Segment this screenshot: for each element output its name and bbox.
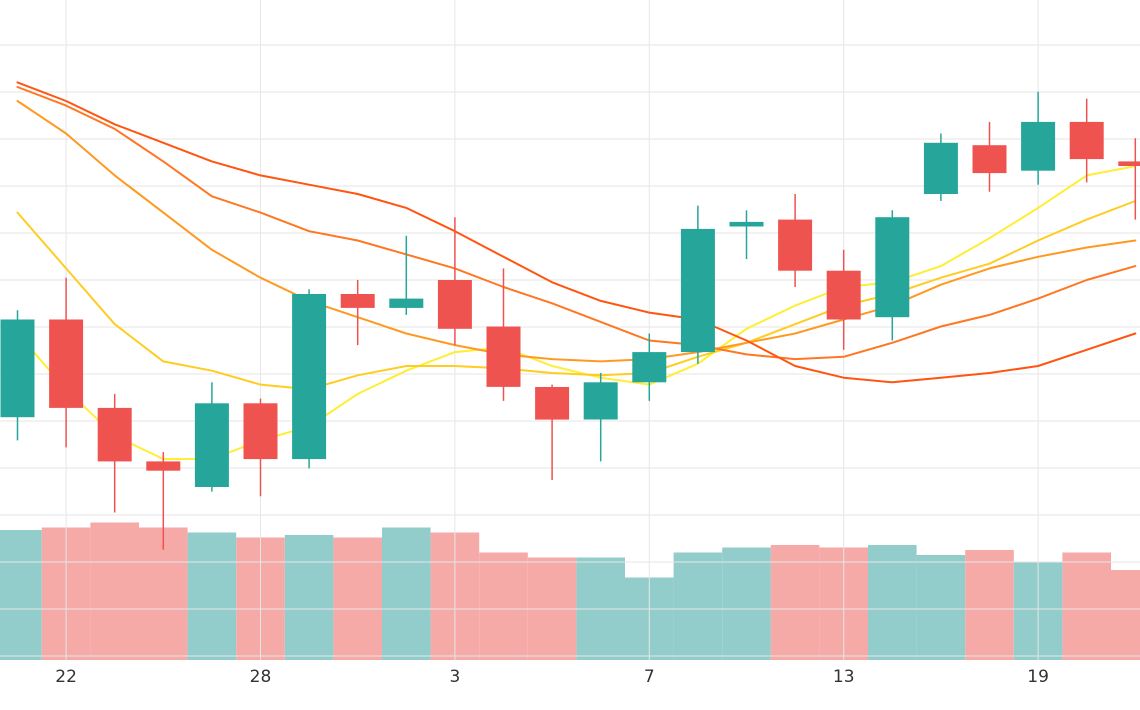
volume-bar xyxy=(333,537,382,660)
candle xyxy=(0,310,35,441)
candle xyxy=(340,280,375,346)
volume-bar xyxy=(0,530,42,660)
candle-body xyxy=(292,294,327,460)
candle xyxy=(243,398,278,497)
volume-bar xyxy=(187,532,237,660)
candle xyxy=(1069,98,1104,183)
x-tick-label: 7 xyxy=(644,667,655,687)
volume-bar xyxy=(770,545,820,660)
candle-body xyxy=(0,319,35,418)
candle-body xyxy=(778,219,813,271)
x-tick-label: 13 xyxy=(833,667,855,687)
candle-body xyxy=(535,387,570,420)
candle xyxy=(535,384,570,480)
candle xyxy=(778,194,813,287)
moving-average-line xyxy=(16,100,1137,363)
candle xyxy=(389,235,424,315)
candle-body xyxy=(389,298,424,308)
candle xyxy=(437,217,472,346)
candle-body xyxy=(49,319,84,408)
candle-body xyxy=(1069,121,1104,160)
candle-body xyxy=(97,407,132,462)
chart-grid xyxy=(0,0,1140,660)
candle xyxy=(49,277,84,448)
candle xyxy=(826,249,861,350)
candle xyxy=(1118,138,1140,220)
candle-body xyxy=(583,382,618,420)
volume-bar xyxy=(722,547,771,660)
candle-body xyxy=(146,461,181,471)
volume-bar xyxy=(479,552,528,660)
candle-body xyxy=(632,352,667,383)
candle-body xyxy=(194,403,229,487)
candle xyxy=(486,268,521,401)
candle-body xyxy=(729,221,764,227)
x-tick-label: 28 xyxy=(250,667,272,687)
volume-bar xyxy=(90,522,139,660)
x-tick-label: 22 xyxy=(55,667,77,687)
x-tick-label: 19 xyxy=(1027,667,1049,687)
candle-body xyxy=(875,217,910,318)
moving-average-line xyxy=(16,86,1137,361)
candles xyxy=(0,91,1140,550)
volume-bar xyxy=(965,550,1014,660)
candle xyxy=(972,121,1007,192)
candle xyxy=(680,205,715,364)
candle-body xyxy=(340,294,375,308)
moving-average-line xyxy=(16,200,1137,391)
candle xyxy=(97,393,132,513)
volume-bars xyxy=(0,522,1140,660)
candle-body xyxy=(486,326,521,387)
volume-bar xyxy=(868,545,917,660)
candle xyxy=(1021,91,1056,185)
moving-average-lines xyxy=(16,81,1137,460)
candle-body xyxy=(680,228,715,353)
volume-bar xyxy=(382,527,431,660)
candle-body xyxy=(923,142,958,194)
volume-bar xyxy=(284,535,334,660)
candle-body xyxy=(826,270,861,320)
candle xyxy=(875,210,910,341)
candle-body xyxy=(1021,121,1056,171)
candle xyxy=(583,373,618,462)
x-tick-label: 3 xyxy=(449,667,460,687)
candle-body xyxy=(972,145,1007,174)
candle xyxy=(292,289,327,469)
candle-body xyxy=(1118,161,1140,166)
candle-body xyxy=(437,280,472,329)
volume-bar xyxy=(916,555,966,660)
volume-bar xyxy=(673,552,723,660)
candle xyxy=(729,210,764,260)
volume-bar xyxy=(1062,552,1111,660)
candle xyxy=(923,133,958,201)
candle-body xyxy=(243,403,278,460)
candle xyxy=(146,452,181,550)
volume-bar xyxy=(1111,570,1140,660)
candle xyxy=(194,382,229,492)
x-axis: 22 28 3 7 13 19 xyxy=(55,667,1049,687)
candle xyxy=(632,333,667,401)
moving-average-line xyxy=(16,81,1137,384)
